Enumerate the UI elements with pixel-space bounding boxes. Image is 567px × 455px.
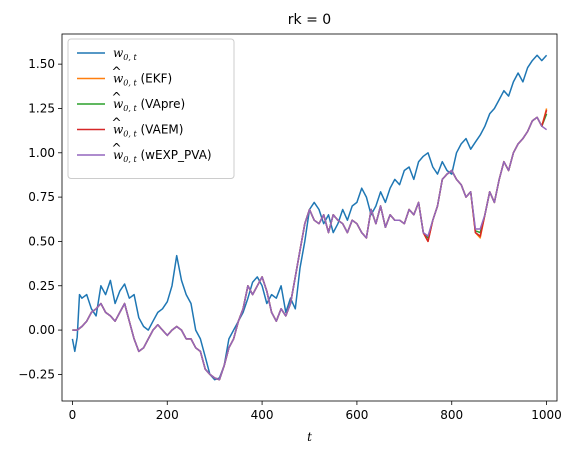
axes-layer: 0 200 400 600 800 1000 −0.25 0.00 0.25 0.50 0.75 1.… xyxy=(18,33,562,422)
legend: w0, tw0, t (EKF)^w0, t (VApre)^w0, t (VA… xyxy=(67,38,235,179)
legend-label: w0, t (VApre) xyxy=(113,97,185,113)
legend-hat-accent: ^ xyxy=(111,141,121,155)
legend-hat-accent: ^ xyxy=(111,65,121,79)
x-tick-label: 200 xyxy=(156,408,179,422)
legend-box xyxy=(67,38,235,179)
x-tick-label: 1000 xyxy=(531,408,562,422)
axes-frame xyxy=(61,33,558,402)
x-tick-label: 400 xyxy=(251,408,274,422)
series-layer xyxy=(71,54,548,381)
series-line-0 xyxy=(71,54,548,381)
y-tick-label: 1.50 xyxy=(28,57,55,71)
x-tick-label: 0 xyxy=(69,408,77,422)
legend-hat-accent: ^ xyxy=(111,90,121,104)
y-tick-label: 0.75 xyxy=(28,190,55,204)
legend-label: w0, t (VAEM) xyxy=(113,123,183,139)
chart-title: rk = 0 xyxy=(288,12,331,28)
x-tick-label: 600 xyxy=(345,408,368,422)
legend-label: w0, t (wEXP_PVA) xyxy=(113,148,212,164)
y-tick-label: 0.25 xyxy=(28,279,55,293)
y-tick-label: 1.00 xyxy=(28,146,55,160)
y-tick-label: 0.00 xyxy=(28,323,55,337)
series-line-4 xyxy=(72,116,548,381)
legend-hat-accent: ^ xyxy=(111,116,121,130)
legend-label: w0, t xyxy=(113,46,137,62)
x-axis-label: t xyxy=(307,430,312,444)
y-tick-label: 0.50 xyxy=(28,234,55,248)
legend-label: w0, t (EKF) xyxy=(113,72,172,88)
y-tick-label: −0.25 xyxy=(18,367,55,381)
x-tick-label: 800 xyxy=(440,408,463,422)
y-tick-label: 1.25 xyxy=(28,101,55,115)
